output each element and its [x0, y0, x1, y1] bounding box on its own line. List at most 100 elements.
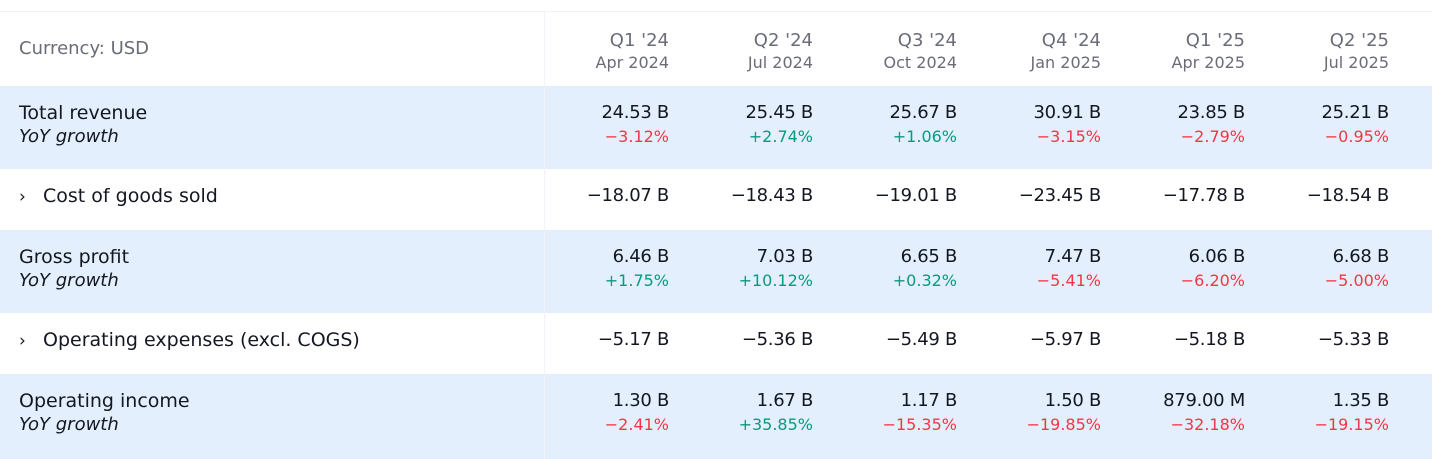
column-date: Jul 2025	[1323, 53, 1389, 72]
table-row-operating-income: Operating income YoY growth 1.30 B −2.41…	[0, 374, 1432, 459]
column-quarter: Q1 '24	[609, 30, 669, 51]
value: −5.17 B	[597, 329, 669, 350]
yoy-growth-value: −5.41%	[1036, 271, 1101, 290]
value-cell: 6.65 B +0.32%	[827, 245, 958, 293]
row-label: Gross profit	[19, 246, 130, 268]
value-cell: 24.53 B −3.12%	[539, 101, 669, 149]
row-sub-label: YoY growth	[19, 414, 119, 435]
column-quarter: Q1 '25	[1185, 30, 1245, 51]
value: 6.46 B	[612, 246, 670, 267]
chevron-right-icon[interactable]: ›	[19, 187, 26, 207]
value: −18.43 B	[730, 185, 814, 206]
value: 1.30 B	[612, 390, 670, 411]
value-cell: 879.00 M −32.18%	[1115, 389, 1245, 437]
column-date: Jan 2025	[1030, 53, 1101, 72]
column-date: Apr 2025	[1171, 53, 1245, 72]
value: 6.06 B	[1188, 246, 1246, 267]
value: −17.78 B	[1162, 185, 1246, 206]
yoy-growth-value: −6.20%	[1180, 271, 1245, 290]
row-label[interactable]: Cost of goods sold	[43, 185, 218, 207]
column-header-q3-24: Q3 '24 Oct 2024	[827, 29, 957, 73]
value-cell: −5.33 B	[1259, 328, 1389, 352]
column-header-q2-24: Q2 '24 Jul 2024	[683, 29, 813, 73]
yoy-growth-value: −15.35%	[882, 415, 957, 434]
value-cell: 7.47 B −5.41%	[971, 245, 1102, 293]
value-cell: −18.54 B	[1259, 184, 1390, 208]
value-cell: −19.01 B	[827, 184, 958, 208]
column-header-q1-25: Q1 '25 Apr 2025	[1115, 29, 1245, 73]
value-cell: 30.91 B −3.15%	[971, 101, 1101, 149]
row-label[interactable]: Operating expenses (excl. COGS)	[43, 329, 360, 351]
yoy-growth-value: −3.15%	[1036, 127, 1101, 146]
yoy-growth-value: −19.15%	[1314, 415, 1389, 434]
value: −23.45 B	[1018, 185, 1102, 206]
value: 30.91 B	[1033, 102, 1101, 123]
yoy-growth-value: +10.12%	[738, 271, 813, 290]
yoy-growth-value: −19.85%	[1026, 415, 1101, 434]
value: 24.53 B	[601, 102, 669, 123]
value: 6.65 B	[900, 246, 958, 267]
value-cell: 25.67 B +1.06%	[827, 101, 957, 149]
value-cell: −18.07 B	[539, 184, 670, 208]
value: −18.07 B	[586, 185, 670, 206]
column-quarter: Q2 '24	[753, 30, 813, 51]
value-cell: 1.50 B −19.85%	[971, 389, 1102, 437]
row-sub-label: YoY growth	[19, 126, 119, 147]
yoy-growth-value: −2.79%	[1180, 127, 1245, 146]
value: −5.33 B	[1317, 329, 1389, 350]
table-top-border	[0, 11, 1432, 12]
column-header-q4-24: Q4 '24 Jan 2025	[971, 29, 1101, 73]
row-label-cell: Total revenue YoY growth	[19, 101, 147, 149]
table-row-total-revenue: Total revenue YoY growth 24.53 B −3.12% …	[0, 86, 1432, 169]
yoy-growth-value: −5.00%	[1324, 271, 1389, 290]
row-label-cell: Gross profit YoY growth	[19, 245, 129, 293]
row-label-cell[interactable]: › Operating expenses (excl. COGS)	[19, 328, 360, 353]
value-cell: 7.03 B +10.12%	[683, 245, 814, 293]
row-label: Total revenue	[19, 102, 148, 124]
table-row-gross-profit: Gross profit YoY growth 6.46 B +1.75% 7.…	[0, 230, 1432, 313]
value: 1.35 B	[1332, 390, 1390, 411]
row-label-cell[interactable]: › Cost of goods sold	[19, 184, 218, 209]
value-cell: −18.43 B	[683, 184, 814, 208]
value: 25.45 B	[745, 102, 813, 123]
value-cell: 25.45 B +2.74%	[683, 101, 813, 149]
row-sub-label: YoY growth	[19, 270, 119, 291]
value-cell: −23.45 B	[971, 184, 1102, 208]
value: 25.21 B	[1321, 102, 1389, 123]
column-header-q1-24: Q1 '24 Apr 2024	[539, 29, 669, 73]
value-cell: −5.36 B	[683, 328, 813, 352]
value: −5.18 B	[1173, 329, 1245, 350]
column-date: Apr 2024	[595, 53, 669, 72]
value: 1.67 B	[756, 390, 814, 411]
column-quarter: Q2 '25	[1329, 30, 1389, 51]
yoy-growth-value: +1.06%	[892, 127, 957, 146]
value-cell: 23.85 B −2.79%	[1115, 101, 1245, 149]
value: −5.97 B	[1029, 329, 1101, 350]
value: 879.00 M	[1163, 390, 1245, 411]
value-cell: −17.78 B	[1115, 184, 1246, 208]
yoy-growth-value: +2.74%	[748, 127, 813, 146]
table-row-operating-expenses[interactable]: › Operating expenses (excl. COGS) −5.17 B…	[0, 313, 1432, 374]
value: 23.85 B	[1177, 102, 1245, 123]
value: 7.03 B	[756, 246, 814, 267]
column-header-q2-25: Q2 '25 Jul 2025	[1259, 29, 1389, 73]
row-label: Operating income	[19, 390, 190, 412]
value: 7.47 B	[1044, 246, 1102, 267]
yoy-growth-value: −32.18%	[1170, 415, 1245, 434]
chevron-right-icon[interactable]: ›	[19, 331, 26, 351]
column-quarter: Q4 '24	[1041, 30, 1101, 51]
column-date: Oct 2024	[883, 53, 957, 72]
value: 1.50 B	[1044, 390, 1102, 411]
value-cell: 6.06 B −6.20%	[1115, 245, 1246, 293]
value-cell: −5.97 B	[971, 328, 1101, 352]
yoy-growth-value: −3.12%	[604, 127, 669, 146]
row-label-cell: Operating income YoY growth	[19, 389, 190, 437]
value-cell: −5.18 B	[1115, 328, 1245, 352]
column-date: Jul 2024	[747, 53, 813, 72]
label-column-divider	[544, 12, 545, 459]
value: −18.54 B	[1306, 185, 1390, 206]
table-row-cost-of-goods-sold[interactable]: › Cost of goods sold −18.07 B −18.43 B −1…	[0, 169, 1432, 230]
value: 25.67 B	[889, 102, 957, 123]
value: 6.68 B	[1332, 246, 1390, 267]
